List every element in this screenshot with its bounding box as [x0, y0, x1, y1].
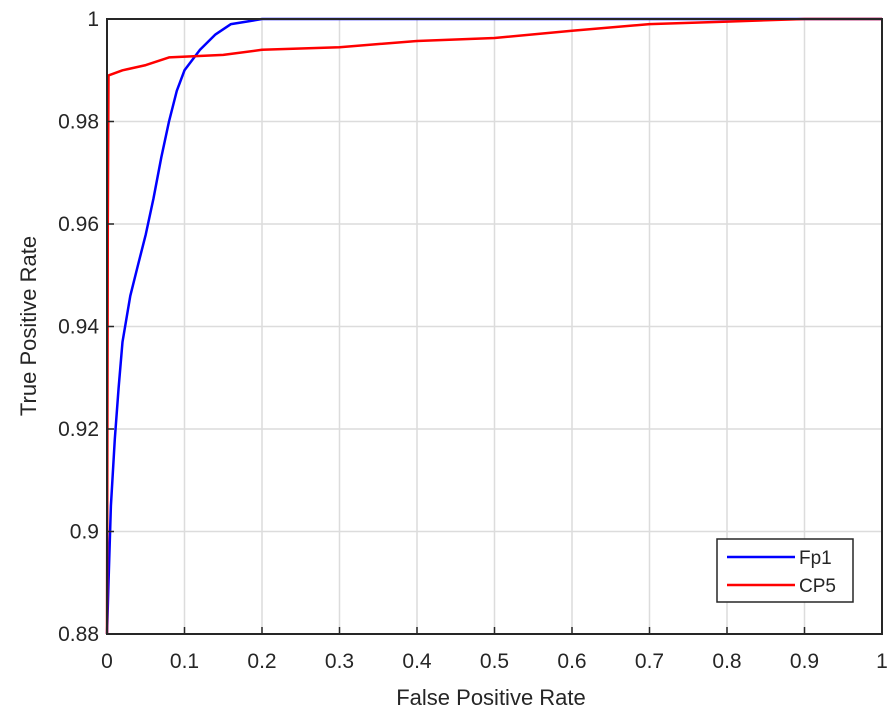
x-tick-label: 0 — [101, 650, 113, 673]
x-tick-label: 1 — [876, 650, 888, 673]
x-tick-label: 0.2 — [247, 650, 276, 673]
x-tick-label: 0.7 — [635, 650, 664, 673]
x-axis-title: False Positive Rate — [396, 685, 586, 710]
axes-box — [106, 18, 883, 635]
y-tick-label: 1 — [87, 8, 99, 31]
tick-labels: 0 0.1 0.2 0.3 0.4 0.5 0.6 0.7 0.8 0.9 1 0.88 0.9 0.92… — [58, 8, 888, 673]
legend-label-fp1: Fp1 — [799, 548, 832, 569]
x-tick-label: 0.6 — [557, 650, 586, 673]
x-tick-label: 0.9 — [790, 650, 819, 673]
x-tick-label: 0.1 — [170, 650, 199, 673]
y-tick-label: 0.9 — [70, 521, 99, 544]
legend-label-cp5: CP5 — [799, 576, 836, 597]
x-tick-label: 0.8 — [712, 650, 741, 673]
x-tick-label: 0.3 — [325, 650, 354, 673]
x-tick-label: 0.4 — [402, 650, 432, 673]
y-tick-label: 0.96 — [58, 213, 99, 236]
series-line-cp5 — [105, 17, 882, 635]
x-tick-label: 0.5 — [480, 650, 509, 673]
y-tick-label: 0.92 — [58, 418, 99, 441]
y-axis-title: True Positive Rate — [16, 236, 41, 416]
y-tick-label: 0.88 — [58, 623, 99, 646]
axes-frame — [106, 18, 883, 635]
legend-box — [716, 538, 854, 603]
y-tick-label: 0.98 — [58, 111, 99, 134]
y-tick-label: 0.94 — [58, 316, 99, 339]
